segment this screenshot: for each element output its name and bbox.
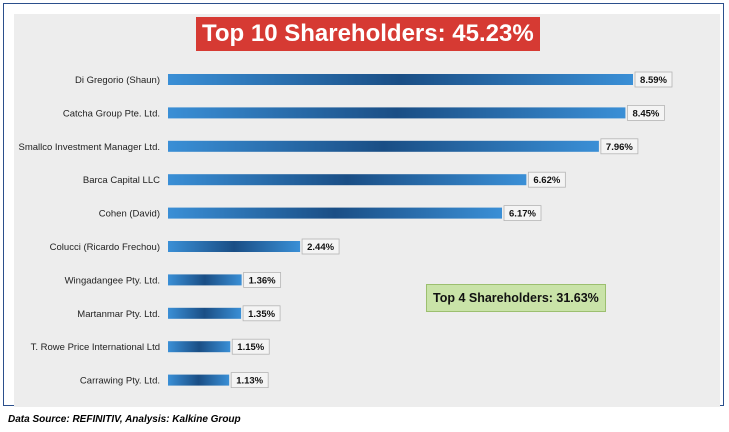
bar [168, 374, 230, 386]
chart-title: Top 10 Shareholders: 45.23% [196, 17, 540, 51]
value-label: 6.17% [509, 209, 536, 220]
bar [168, 174, 527, 186]
data-source-note: Data Source: REFINITIV, Analysis: Kalkin… [8, 414, 241, 425]
value-label-box [627, 105, 665, 121]
bar [168, 274, 242, 286]
bar [168, 307, 242, 319]
category-label: Wingadangee Pty. Ltd. [65, 275, 160, 286]
bar [168, 74, 633, 85]
value-label-box [503, 205, 542, 222]
value-label: 7.96% [606, 142, 633, 153]
value-label: 1.35% [248, 309, 275, 320]
bar [168, 341, 231, 353]
bar [168, 140, 599, 152]
category-label: Barca Capital LLC [83, 175, 160, 186]
category-label: T. Rowe Price International Ltd [31, 342, 160, 353]
value-label-box [231, 338, 270, 355]
value-label-box [301, 238, 340, 255]
value-label: 8.59% [640, 75, 667, 86]
bar [168, 107, 626, 119]
category-label: Di Gregorio (Shaun) [75, 75, 160, 86]
value-label: 1.13% [236, 376, 263, 387]
category-label: Carrawing Pty. Ltd. [80, 376, 160, 387]
value-label: 1.15% [237, 342, 264, 353]
bar [168, 241, 301, 252]
category-label: Catcha Group Pte. Ltd. [63, 108, 160, 119]
value-label-box [527, 171, 566, 188]
value-label-box [243, 271, 282, 288]
top4-callout: Top 4 Shareholders: 31.63% [426, 284, 606, 312]
category-label: Colucci (Ricardo Frechou) [50, 242, 160, 253]
bar [168, 207, 502, 219]
value-label-box [242, 305, 281, 322]
value-label: 1.36% [249, 275, 276, 286]
value-label-box [230, 372, 269, 389]
value-label: 2.44% [307, 242, 334, 253]
category-label: Smallco Investment Manager Ltd. [18, 142, 160, 153]
value-label-box [634, 71, 673, 88]
value-label-box [600, 138, 639, 155]
value-label: 6.62% [533, 175, 560, 186]
value-label: 8.45% [632, 108, 659, 119]
category-label: Cohen (David) [99, 209, 160, 220]
category-label: Martanmar Pty. Ltd. [77, 309, 160, 320]
